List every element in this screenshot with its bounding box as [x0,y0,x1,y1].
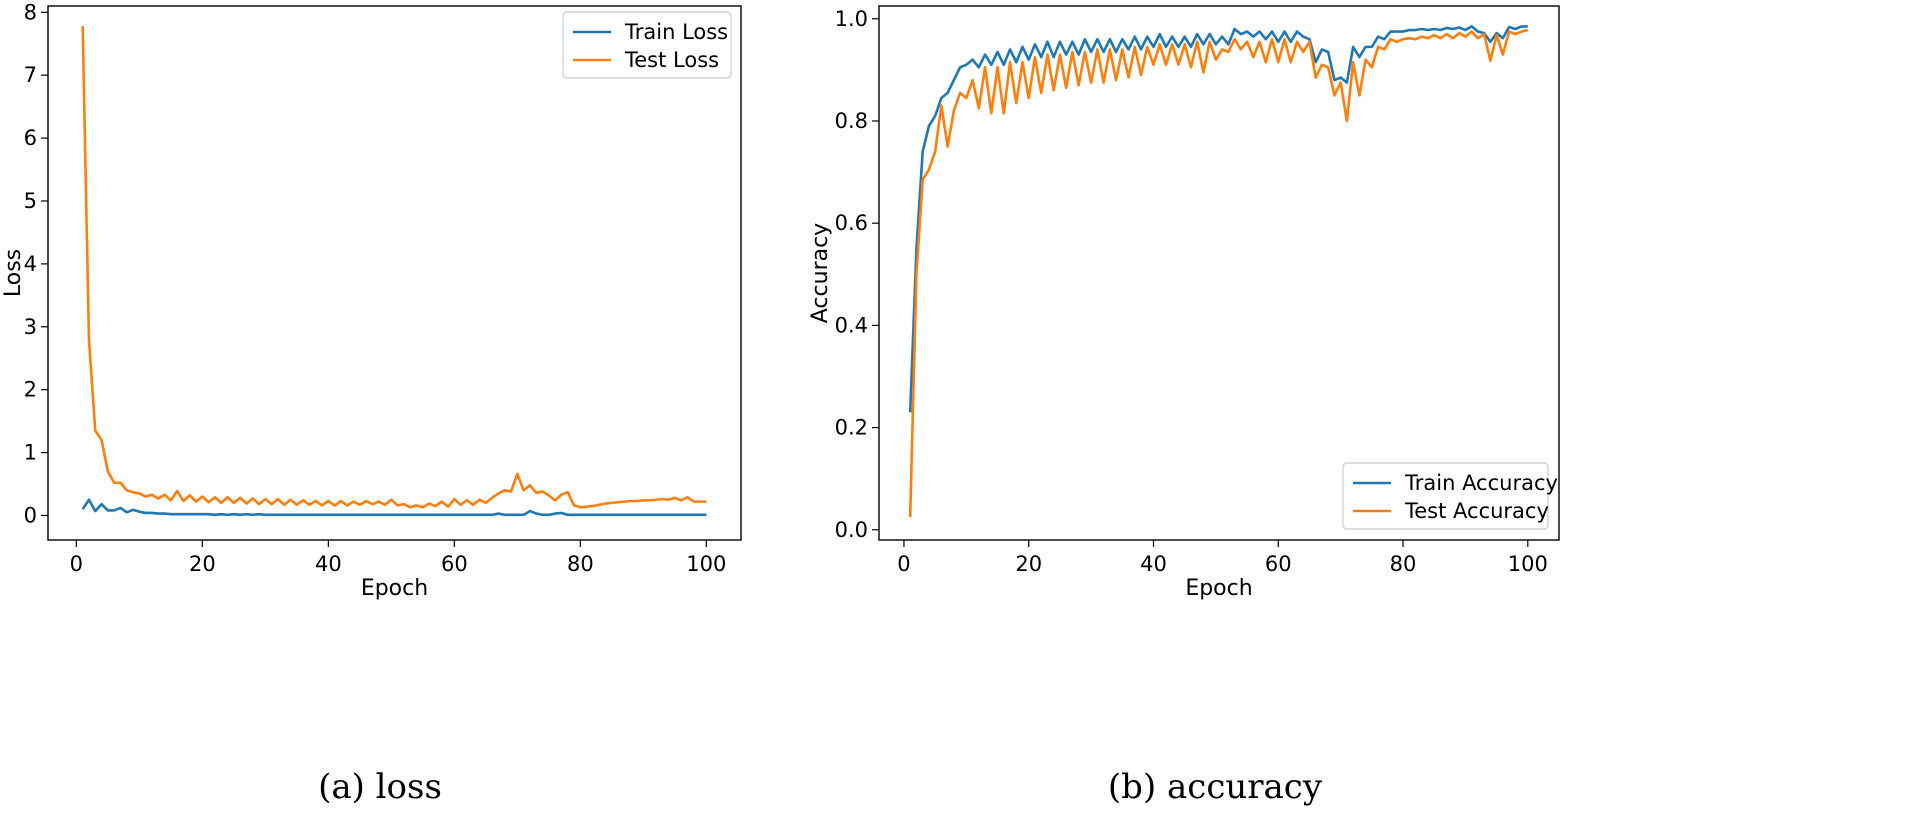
x-tick-label: 100 [686,552,726,576]
y-tick-label: 2 [24,378,37,402]
y-tick-label: 3 [24,315,37,339]
x-tick-label: 80 [1390,552,1417,576]
series-line-train-loss [81,498,707,517]
series-line-train-accuracy [908,25,1528,413]
legend-label: Train Loss [624,20,728,44]
y-tick-label: 4 [24,252,37,276]
y-tick-label: 8 [24,0,37,24]
y-tick-label: 5 [24,189,37,213]
x-tick-label: 100 [1508,552,1548,576]
y-axis-label: Accuracy [808,223,833,323]
legend-box [1342,462,1549,530]
x-tick-label: 80 [567,552,594,576]
series-line-test-loss [81,26,707,509]
y-axis-label: Loss [1,249,26,297]
accuracy-chart: 0 20 40 60 80 100 0.0 0.2 0.4 0.6 0.8 1.0 Epoch Accur… [808,5,1560,807]
loss-chart: 0 20 40 60 80 100 0 1 2 3 4 5 6 7 8 Epoch Loss Train Loss… [1,0,742,807]
x-tick-label: 20 [1015,552,1042,576]
x-tick-label: 60 [1265,552,1292,576]
y-tick-label: 7 [24,63,37,87]
legend-label: Test Loss [624,48,719,72]
plot-frame [878,5,1560,541]
plot-frame [47,5,742,541]
legend: Train Loss Test Loss [562,11,732,79]
y-tick-label: 0.4 [835,313,868,337]
x-tick-label: 60 [441,552,468,576]
legend-box [562,11,732,79]
y-tick-label: 0.2 [835,416,868,440]
x-axis-label: Epoch [1185,576,1252,601]
x-tick-label: 0 [897,552,910,576]
x-axis-label: Epoch [361,576,428,601]
legend: Train Accuracy Test Accuracy [1342,462,1558,530]
series-line-test-accuracy [908,28,1529,518]
chart-caption: (a) loss [318,767,442,807]
y-tick-label: 0.0 [835,518,868,542]
y-tick-label: 1 [24,441,37,465]
y-tick-label: 6 [24,126,37,150]
legend-label: Train Accuracy [1404,471,1558,495]
y-tick-label: 0 [24,503,37,527]
legend-label: Test Accuracy [1404,499,1549,523]
y-tick-label: 1.0 [835,7,868,31]
x-tick-label: 20 [189,552,216,576]
y-tick-label: 0.6 [835,211,868,235]
y-tick-label: 0.8 [835,109,868,133]
x-tick-label: 40 [1140,552,1167,576]
x-tick-label: 0 [70,552,83,576]
chart-caption: (b) accuracy [1108,767,1323,807]
x-tick-label: 40 [315,552,342,576]
